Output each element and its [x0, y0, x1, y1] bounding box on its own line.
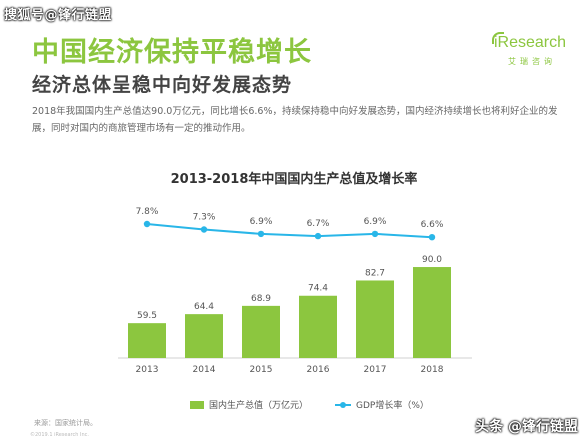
legend-label-gdp: 国内生产总值（万亿元）	[209, 401, 309, 411]
rate-label-2015: 6.9%	[250, 217, 273, 227]
rate-point-2016	[314, 232, 322, 240]
logo-sub: 艾瑞咨询	[508, 57, 556, 66]
x-tick-2014: 2014	[193, 365, 216, 375]
watermark-top: 搜狐号@锋行链盟	[4, 8, 113, 23]
bar-label-2017: 82.7	[365, 268, 385, 278]
bar-2015	[242, 305, 280, 358]
bar-label-2013: 59.5	[137, 311, 157, 321]
watermark-bottom: 头条 @锋行链盟	[475, 419, 578, 435]
logo-hook-icon	[492, 32, 504, 44]
bar-2018	[413, 267, 451, 358]
page-subtitle: 经济总体呈稳中向好发展态势	[32, 74, 293, 96]
bar-label-2014: 64.4	[194, 302, 214, 312]
rate-point-2015	[257, 230, 265, 238]
x-tick-2013: 2013	[136, 365, 159, 375]
x-tick-2017: 2017	[364, 365, 387, 375]
rate-label-2017: 6.9%	[364, 217, 387, 227]
bar-2017	[356, 280, 394, 358]
rate-line	[146, 223, 433, 239]
legend-line-swatch	[335, 401, 351, 408]
bar-label-2016: 74.4	[308, 284, 328, 294]
summary-paragraph: 2018年我国国内生产总值达90.0万亿元，同比增长6.6%，持续保持稳中向好发…	[32, 106, 558, 134]
rate-label-2016: 6.7%	[307, 219, 330, 229]
page-title: 中国经济保持平稳增长	[32, 37, 312, 68]
rate-point-2017	[371, 230, 379, 238]
bar-label-2015: 68.9	[251, 294, 271, 304]
legend-bar-swatch	[190, 400, 204, 409]
rate-point-2013	[143, 220, 151, 228]
rate-label-2013: 7.8%	[136, 207, 159, 217]
rate-label-2018: 6.6%	[421, 220, 444, 230]
iresearch-logo: iResearch 艾瑞咨询	[486, 32, 578, 72]
bar-2013	[128, 323, 166, 358]
legend-item-rate: GDP增长率（%）	[335, 398, 429, 411]
x-tick-2016: 2016	[307, 365, 330, 375]
rate-point-2018	[428, 234, 436, 241]
copyright-footer: ©2019.1 iResearch Inc.	[30, 432, 89, 438]
x-tick-2015: 2015	[250, 365, 273, 375]
bar-2014	[185, 314, 223, 358]
legend-item-gdp: 国内生产总值（万亿元）	[190, 398, 308, 411]
chart-title: 2013-2018年中国国内生产总值及增长率	[170, 172, 418, 187]
bar-2016	[299, 295, 337, 358]
bar-label-2018: 90.0	[422, 255, 442, 265]
rate-point-2014	[200, 226, 208, 233]
rate-label-2014: 7.3%	[193, 213, 216, 223]
source-note: 来源：国家统计局。	[34, 419, 97, 427]
chart-legend: 国内生产总值（万亿元） GDP增长率（%）	[0, 398, 588, 412]
logo-brand: iResearch	[494, 34, 567, 51]
x-tick-2018: 2018	[421, 365, 444, 375]
legend-label-rate: GDP增长率（%）	[356, 401, 429, 411]
